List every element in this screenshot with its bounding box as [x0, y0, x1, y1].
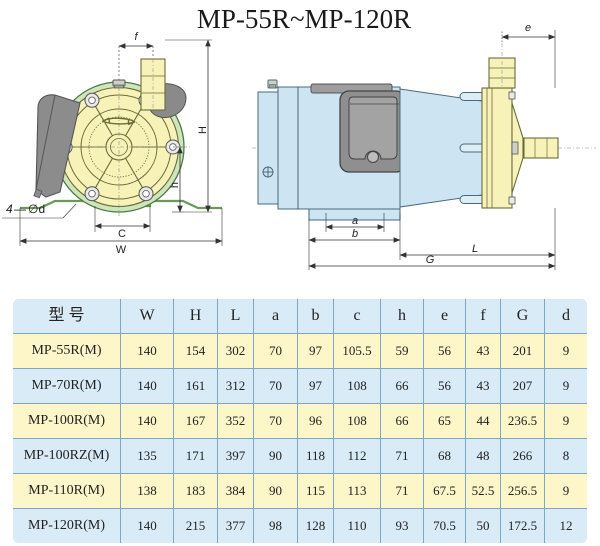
svg-text:a: a [352, 215, 358, 227]
svg-text:G: G [426, 254, 435, 266]
svg-text:L: L [472, 243, 478, 255]
svg-text:e: e [525, 22, 531, 34]
svg-text:∅d: ∅d [28, 202, 45, 216]
svg-text:H: H [197, 126, 209, 134]
svg-text:W: W [116, 244, 127, 256]
svg-text:MP-55R~MP-120R: MP-55R~MP-120R [197, 4, 411, 34]
svg-text:f: f [134, 31, 138, 43]
svg-text:4: 4 [6, 202, 13, 216]
svg-text:C: C [118, 228, 126, 240]
svg-text:h: h [169, 182, 181, 188]
svg-text:b: b [352, 228, 358, 240]
